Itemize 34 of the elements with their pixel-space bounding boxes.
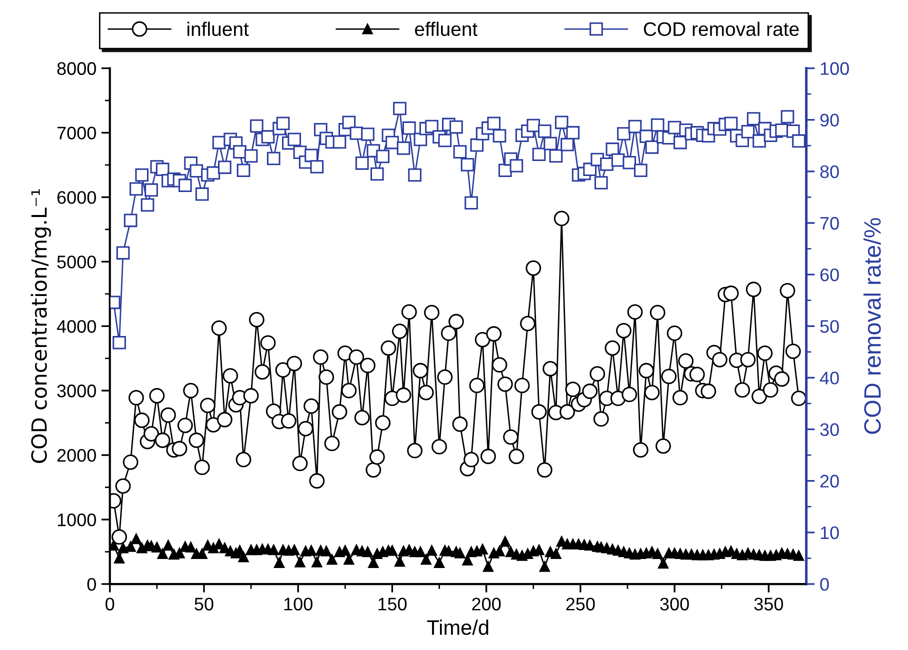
y2-tick-label: 0 [820,578,829,591]
y-axis-title: COD concentration/mg.L⁻¹ [30,189,51,463]
x-tick-label: 150 [378,598,407,610]
x-axis-title: Time/d [427,620,488,635]
y2-tick-label: 50 [820,320,839,333]
y-tick-label: 0 [87,578,96,591]
y2-axis-title: COD removal rate/% [864,218,881,434]
y2-tick-label: 70 [820,216,839,230]
y2-tick-label: 10 [820,526,839,540]
x-tick-label: 100 [284,598,312,610]
y-tick-label: 7000 [57,126,96,140]
y2-tick-label: 40 [820,372,839,384]
x-tick-label: 300 [660,598,689,610]
y-tick-label: 2000 [57,449,96,462]
x-tick-label: 250 [566,598,595,610]
y-tick-label: 8000 [57,62,96,75]
x-tick-label: 200 [472,598,501,610]
x-tick-label: 0 [106,598,114,610]
y-tick-label: 6000 [57,191,96,204]
legend-label: COD removal rate [644,22,799,36]
y2-tick-label: 20 [820,474,839,488]
y-tick-label: 1000 [58,513,96,526]
y-tick-label: 5000 [57,256,96,268]
y2-tick-label: 60 [820,268,839,282]
y2-tick-label: 90 [820,114,839,127]
y2-tick-label: 100 [820,62,849,75]
x-tick-label: 350 [754,598,784,610]
y2-tick-label: 30 [820,423,839,436]
y2-tick-label: 80 [820,165,839,178]
legend-label: influent [188,22,249,36]
y-tick-label: 4000 [56,320,96,333]
y-tick-label: 3000 [57,384,96,398]
legend-label: effluent [415,22,478,36]
x-tick-label: 50 [194,598,214,610]
